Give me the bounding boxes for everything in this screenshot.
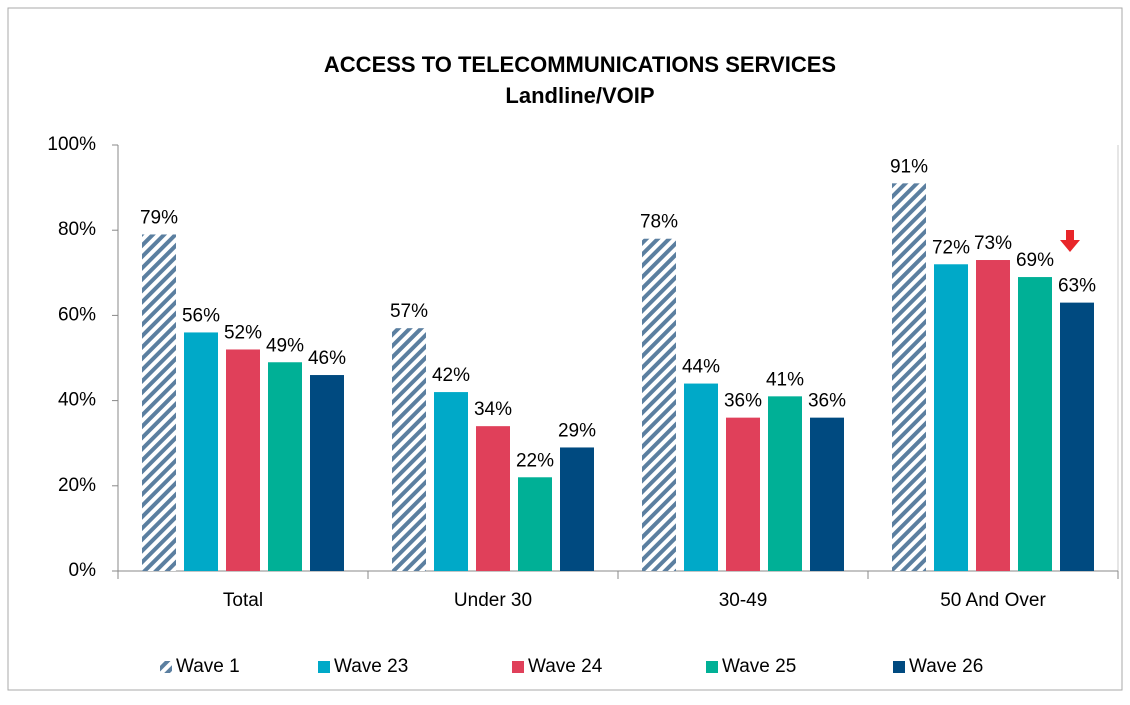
value-label: 56% <box>182 305 220 326</box>
value-label: 69% <box>1016 250 1054 271</box>
bar <box>476 426 510 571</box>
value-label: 49% <box>266 335 304 356</box>
y-tick-label: 80% <box>58 219 96 240</box>
value-label: 36% <box>808 391 846 412</box>
chart-title: ACCESS TO TELECOMMUNICATIONS SERVICES <box>324 52 836 77</box>
legend-label: Wave 24 <box>528 656 603 677</box>
decline-arrow <box>1060 230 1080 252</box>
bar <box>976 260 1010 571</box>
legend-swatch <box>893 661 905 673</box>
bar <box>810 417 844 571</box>
value-label: 79% <box>140 207 178 228</box>
y-tick-label: 0% <box>69 560 97 581</box>
y-tick-label: 60% <box>58 304 96 325</box>
bar <box>226 349 260 571</box>
legend-swatch <box>706 661 718 673</box>
legend-swatch <box>318 661 330 673</box>
value-label: 63% <box>1058 276 1096 297</box>
value-label: 72% <box>932 237 970 258</box>
value-label: 57% <box>390 301 428 322</box>
bar <box>768 396 802 571</box>
value-label: 78% <box>640 212 678 233</box>
value-label: 36% <box>724 391 762 412</box>
bar <box>518 477 552 571</box>
bar <box>934 264 968 571</box>
value-label: 34% <box>474 399 512 420</box>
x-tick-label: 30-49 <box>719 590 768 611</box>
y-tick-label: 20% <box>58 475 96 496</box>
value-label: 44% <box>682 357 720 378</box>
y-tick-label: 40% <box>58 390 96 411</box>
legend-label: Wave 1 <box>176 656 240 677</box>
bar <box>642 238 676 571</box>
value-label: 46% <box>308 348 346 369</box>
value-label: 42% <box>432 365 470 386</box>
value-label: 91% <box>890 156 928 177</box>
bar <box>184 332 218 571</box>
bar <box>684 383 718 571</box>
bar <box>268 362 302 571</box>
chart-subtitle: Landline/VOIP <box>505 83 654 108</box>
value-label: 52% <box>224 322 262 343</box>
value-label: 73% <box>974 233 1012 254</box>
bar <box>560 447 594 571</box>
bar <box>142 234 176 571</box>
value-label: 22% <box>516 450 554 471</box>
legend-label: Wave 26 <box>909 656 983 677</box>
legend-swatch <box>512 661 524 673</box>
y-tick-label: 100% <box>47 134 96 155</box>
bar <box>892 183 926 571</box>
bar <box>1060 302 1094 571</box>
x-tick-label: 50 And Over <box>940 590 1046 611</box>
x-tick-label: Under 30 <box>454 590 532 611</box>
legend-label: Wave 25 <box>722 656 796 677</box>
bar <box>1018 277 1052 571</box>
legend-label: Wave 23 <box>334 656 408 677</box>
x-tick-label: Total <box>223 590 263 611</box>
bar <box>726 417 760 571</box>
value-label: 41% <box>766 369 804 390</box>
bar <box>392 328 426 571</box>
legend-swatch <box>160 661 172 673</box>
bar <box>434 392 468 571</box>
bar <box>310 375 344 571</box>
value-label: 29% <box>558 420 596 441</box>
